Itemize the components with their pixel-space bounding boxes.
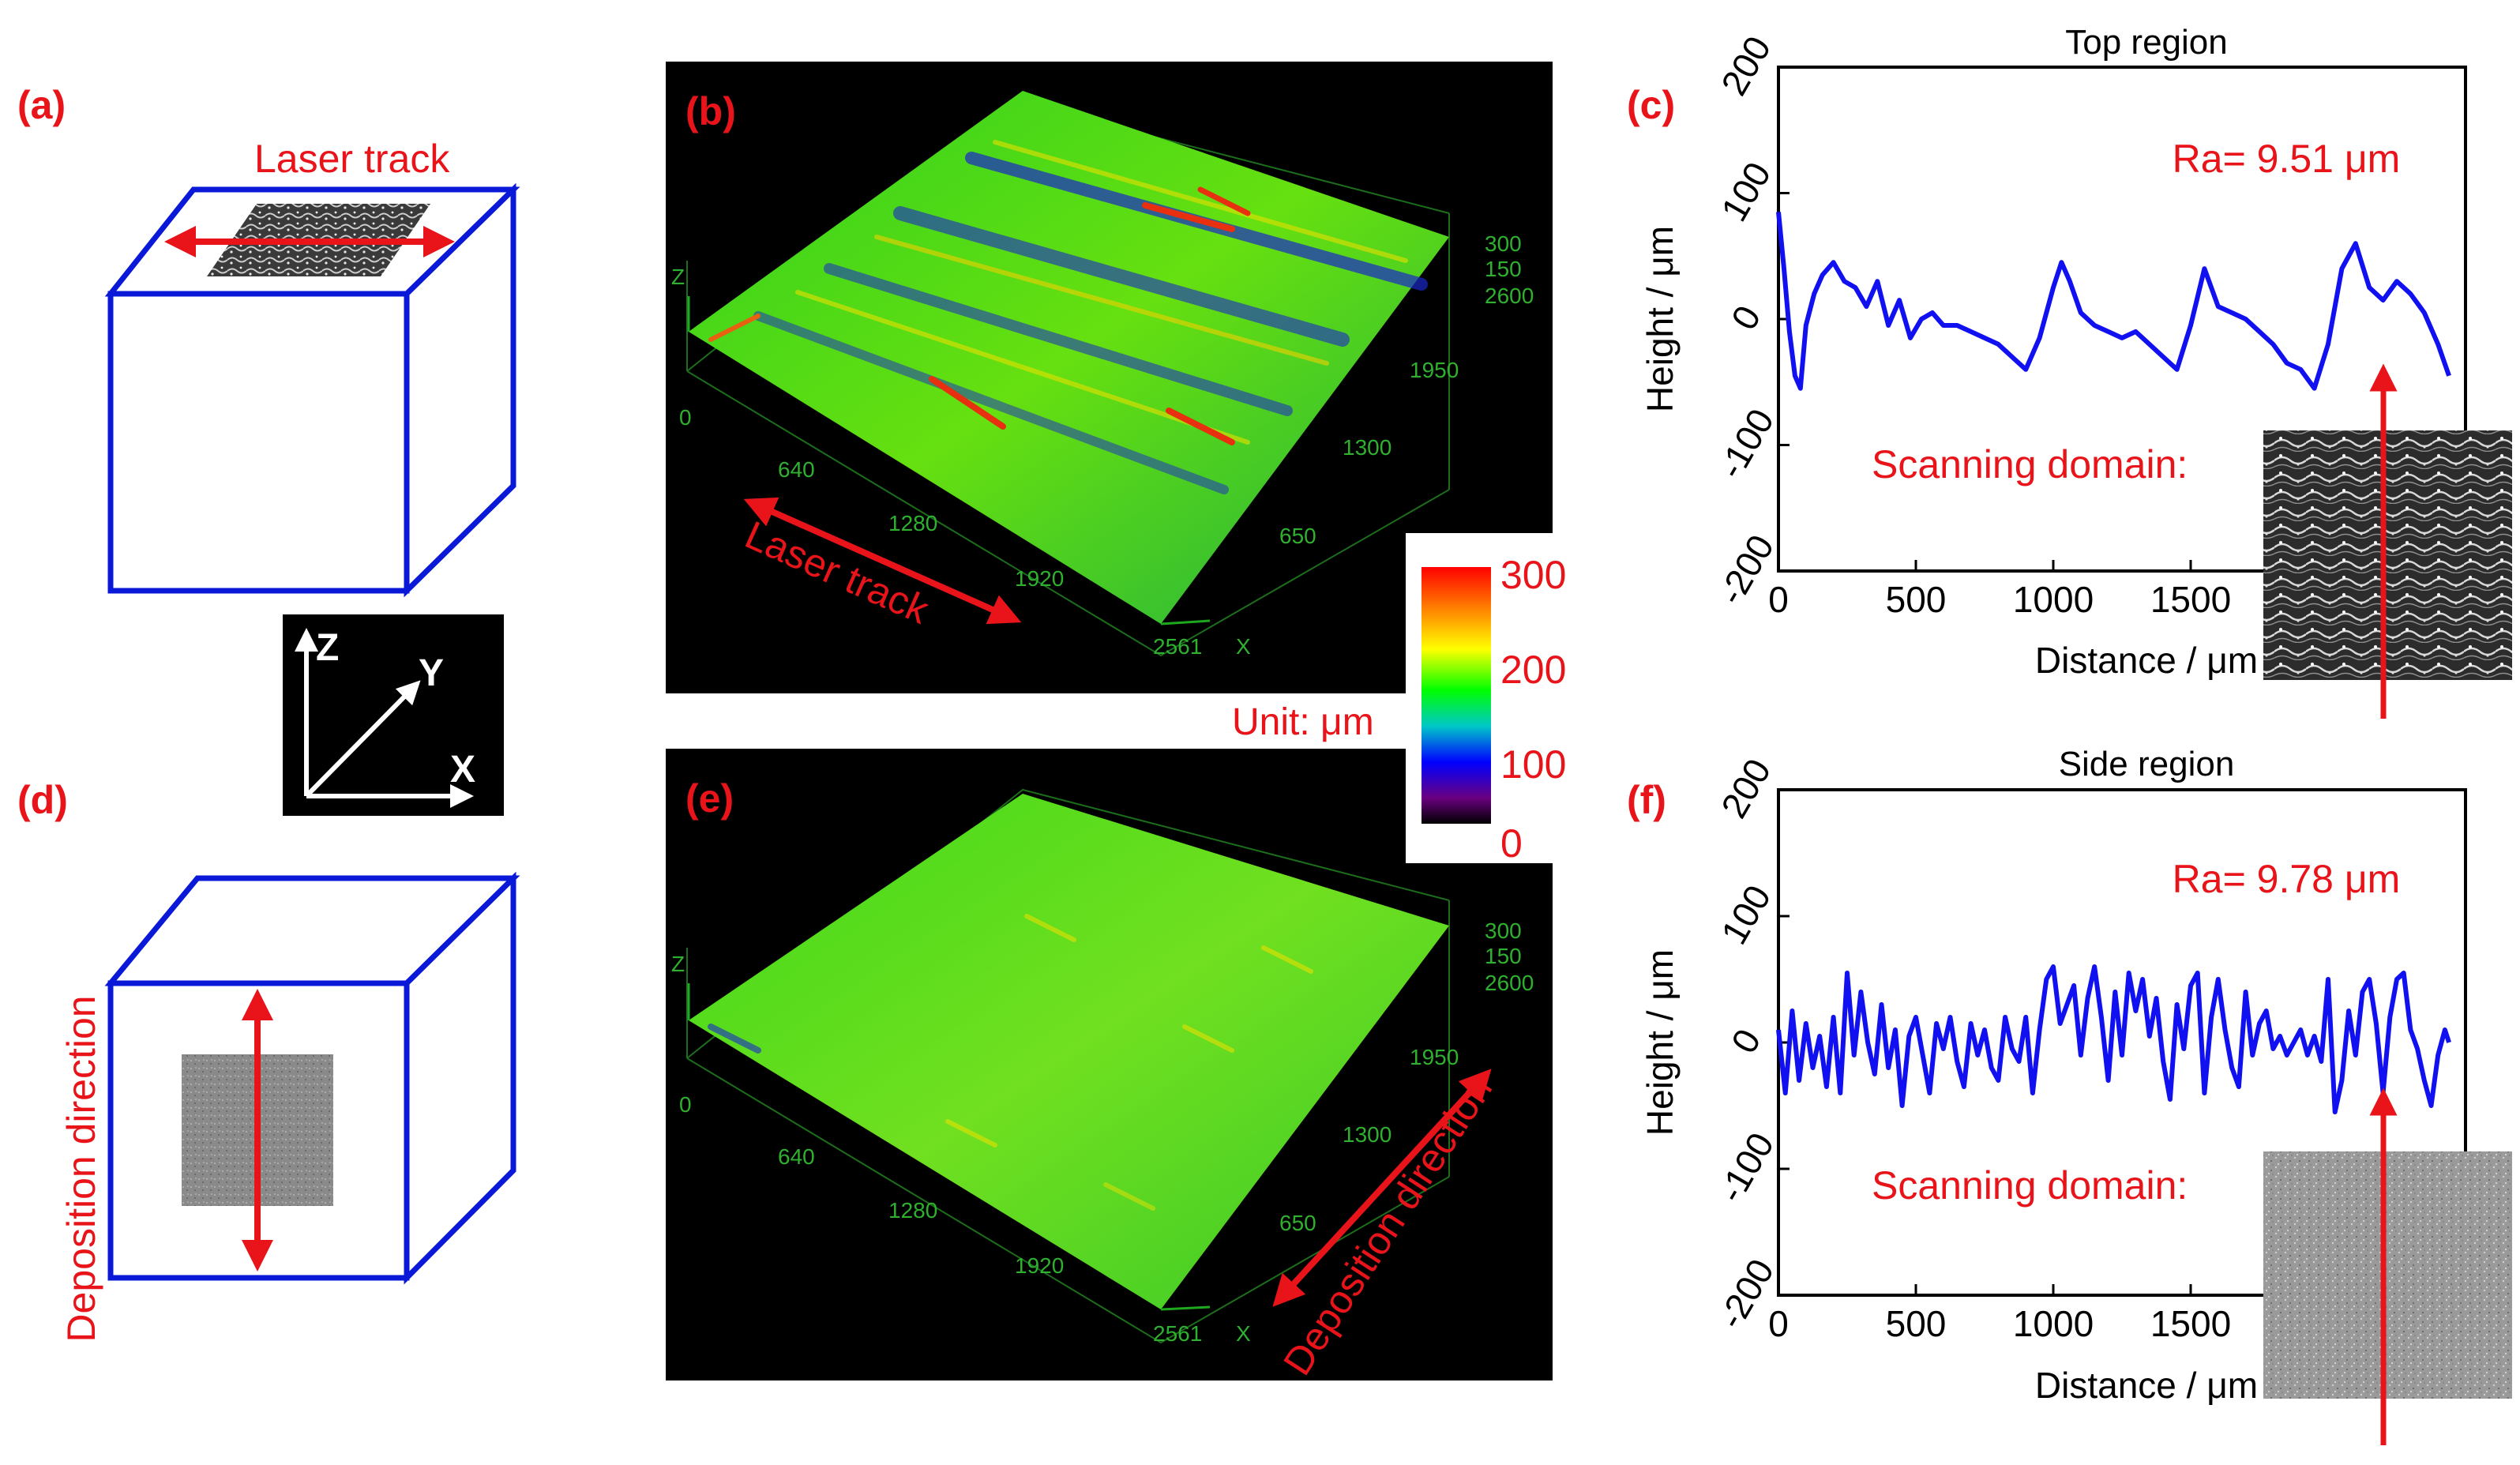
colorbar-tick-300: 300 (1500, 553, 1566, 597)
x-tick-b-3: 1920 (1015, 566, 1064, 591)
x-axis-line-e (1160, 1305, 1211, 1311)
colorbar: 300 200 100 0 Unit: μm (1232, 533, 1581, 866)
z-tick-b-0: 150 (1485, 257, 1522, 281)
panel-a: (a) Laser track (17, 83, 520, 598)
surface-b-features (708, 140, 1428, 494)
axis-x-label: X (450, 749, 475, 791)
chart-c-title: Top region (2065, 23, 2227, 62)
chart-f-series-line (1776, 964, 2451, 1114)
x-tick-label: 0 (1768, 579, 1789, 620)
y-tick-label: 200 (1713, 29, 1778, 102)
chart-c-scanning-label: Scanning domain: (1872, 442, 2188, 486)
chart-f-ylabel: Height / μm (1639, 949, 1681, 1136)
x-tick-b-1: 640 (778, 457, 815, 482)
y-tick-e-2: 1950 (1410, 1045, 1459, 1069)
chart-c-ra: Ra= 9.51 μm (2173, 137, 2401, 181)
colorbar-unit: Unit: μm (1232, 701, 1374, 743)
y-tick-label: -100 (1710, 402, 1782, 486)
x-tick-label: 1000 (2013, 1303, 2094, 1344)
colorbar-tick-0: 0 (1500, 821, 1523, 866)
x-tick-label: 1000 (2013, 579, 2094, 620)
chart-f-xlabel: Distance / μm (2035, 1365, 2258, 1406)
panel-label-b: (b) (685, 89, 736, 133)
x-tick-label: 0 (1768, 1303, 1789, 1344)
colorbar-scale (1421, 567, 1491, 824)
x-label-e: X (1236, 1321, 1251, 1346)
axis-y-label: Y (419, 652, 444, 694)
y-tick-label: 200 (1713, 752, 1778, 825)
axis-z-label: Z (316, 627, 339, 669)
x-tick-b-4: 2561 (1153, 634, 1202, 659)
x-tick-e-3: 1920 (1015, 1253, 1064, 1278)
cube-side (104, 871, 520, 1285)
y-tick-e-0: 650 (1279, 1211, 1316, 1235)
panel-label-a: (a) (17, 83, 66, 127)
y-tick-e-1: 1300 (1343, 1122, 1391, 1147)
colorbar-tick-200: 200 (1500, 648, 1566, 692)
scanning-domain-inset-top (2263, 430, 2512, 680)
x-tick-b-0: 0 (679, 405, 692, 430)
chart-c-ylabel: Height / μm (1639, 226, 1681, 412)
y-tick-e-3: 2600 (1485, 971, 1534, 995)
y-tick-b-0: 650 (1279, 524, 1316, 548)
panel-label-d: (d) (17, 778, 68, 822)
panel-label-e: (e) (685, 776, 734, 821)
y-tick-b-2: 1950 (1410, 358, 1459, 382)
chart-side-region: (f) Side region 0 500 1000 15002001000-100-… (1627, 745, 2512, 1445)
chart-f-scanning-label: Scanning domain: (1872, 1163, 2188, 1208)
z-tick-b-1: 300 (1485, 231, 1522, 256)
y-tick-b-1: 1300 (1343, 435, 1391, 460)
z-tick-e-1: 300 (1485, 918, 1522, 943)
surface-b-ticks: 0 640 1280 1920 2561 X 650 1300 1950 260… (671, 231, 1534, 659)
laser-track-arrow-b (743, 497, 1022, 625)
chart-top-region: (c) Top region 0 500 1000 15002001000-100-2… (1627, 23, 2512, 719)
x-tick-label: 500 (1886, 579, 1947, 620)
y-tick-label: -100 (1710, 1125, 1782, 1209)
x-tick-label: 1500 (2150, 579, 2231, 620)
axes-icon: Z Y X (283, 614, 504, 816)
y-tick-b-3: 2600 (1485, 284, 1534, 308)
colorbar-tick-100: 100 (1500, 742, 1566, 787)
deposition-arrow-e (1272, 1069, 1492, 1307)
z-label-b: Z (671, 265, 685, 289)
x-tick-e-2: 1280 (888, 1198, 937, 1223)
deposition-direction-label-d: Deposition direction (59, 995, 103, 1342)
surface-b (689, 91, 1449, 624)
z-label-e: Z (671, 952, 685, 976)
surface-e-features (708, 914, 1313, 1211)
panel-e: 0 640 1280 1920 2561 X 650 1300 1950 260… (666, 749, 1553, 1383)
x-tick-e-1: 640 (778, 1144, 815, 1169)
x-tick-e-4: 2561 (1153, 1321, 1202, 1346)
panel-d: (d) Deposition direction (17, 778, 520, 1343)
y-tick-label: 0 (1723, 299, 1769, 336)
x-label-b: X (1236, 634, 1251, 659)
y-tick-label: 100 (1713, 878, 1778, 951)
laser-track-label-a: Laser track (254, 137, 450, 181)
x-axis-line-b (1160, 619, 1211, 625)
chart-c-xlabel: Distance / μm (2035, 640, 2258, 681)
panel-label-f: (f) (1627, 778, 1666, 822)
panel-label-c: (c) (1627, 83, 1675, 127)
y-tick-label: 0 (1723, 1022, 1769, 1060)
surface-e-ticks: 0 640 1280 1920 2561 X 650 1300 1950 260… (671, 918, 1534, 1346)
cube-top (104, 182, 520, 598)
y-axis-arrow (304, 680, 421, 798)
x-tick-label: 1500 (2150, 1303, 2231, 1344)
y-tick-label: 100 (1713, 155, 1778, 227)
chart-c-series-line (1776, 212, 2451, 391)
x-tick-b-2: 1280 (888, 511, 937, 535)
panel-b: 0 640 1280 1920 2561 X 650 1300 1950 260… (666, 62, 1553, 693)
x-tick-e-0: 0 (679, 1092, 692, 1117)
chart-f-title: Side region (2059, 745, 2235, 783)
z-tick-e-0: 150 (1485, 944, 1522, 968)
scanning-domain-inset-side (2263, 1151, 2512, 1399)
x-tick-label: 500 (1886, 1303, 1947, 1344)
chart-f-ra: Ra= 9.78 μm (2173, 857, 2401, 901)
surface-e (689, 794, 1449, 1309)
